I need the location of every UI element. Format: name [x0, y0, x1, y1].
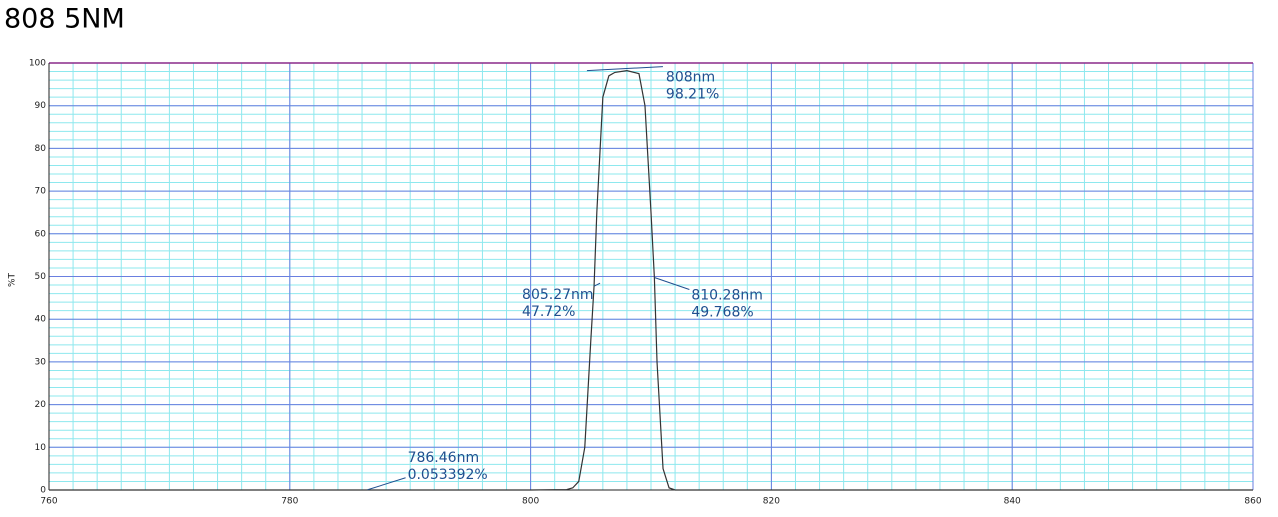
- y-tick-label: 30: [35, 357, 47, 367]
- x-tick-label: 800: [522, 497, 539, 507]
- y-tick-label: 20: [35, 400, 47, 410]
- y-tick-label: 50: [35, 272, 47, 282]
- y-axis-label: %T: [8, 272, 18, 287]
- annotation-text: 810.28nm: [691, 287, 763, 303]
- x-tick-label: 760: [40, 497, 57, 507]
- y-tick-label: 80: [35, 144, 47, 154]
- y-tick-label: 10: [35, 443, 47, 453]
- annotation-leader: [593, 282, 601, 287]
- x-tick-label: 840: [1004, 497, 1021, 507]
- chart-title: 808 5NM: [4, 4, 125, 35]
- y-tick-label: 70: [35, 187, 47, 197]
- annotation-text: 805.27nm: [522, 287, 594, 303]
- annotation-text: 786.46nm: [408, 450, 480, 466]
- annotation-text: 0.053392%: [408, 467, 488, 483]
- annotation-text: 808nm: [666, 70, 715, 86]
- annotation-text: 98.21%: [666, 87, 719, 103]
- y-tick-label: 100: [29, 59, 46, 69]
- annotation-text: 49.768%: [691, 304, 753, 320]
- x-tick-label: 780: [281, 497, 298, 507]
- annotation-text: 47.72%: [522, 304, 575, 320]
- annotation-leader: [586, 66, 663, 72]
- y-tick-label: 90: [35, 101, 47, 111]
- spectrum-line: [49, 70, 1253, 491]
- y-tick-label: 40: [35, 315, 47, 325]
- annotation-leader: [367, 477, 406, 491]
- x-tick-label: 820: [763, 497, 780, 507]
- x-tick-label: 860: [1244, 497, 1261, 507]
- annotation-leader: [654, 277, 690, 290]
- y-tick-label: 60: [35, 229, 47, 239]
- y-tick-label: 0: [40, 486, 46, 496]
